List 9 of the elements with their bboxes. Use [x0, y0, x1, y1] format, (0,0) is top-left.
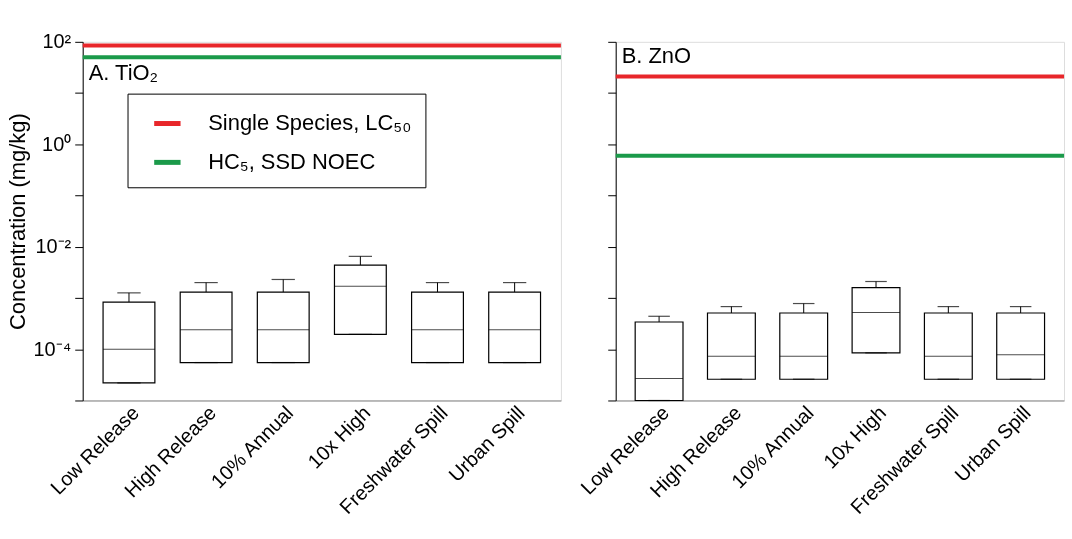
y-tick-label: 10⁻⁴	[33, 337, 72, 360]
y-tick-label: 10²	[42, 30, 72, 53]
chart-title: B. ZnO	[621, 42, 692, 68]
y-tick-label: 10⁰	[42, 132, 72, 155]
y-axis-title: Concentration (mg/kg)	[4, 113, 30, 331]
text: A. TiO₂	[88, 60, 159, 86]
legend-label: Single Species, LC₅₀	[208, 110, 412, 136]
y-tick-label: 10⁻²	[35, 235, 72, 258]
legend-label: HC₅, SSD NOEC	[208, 149, 376, 175]
